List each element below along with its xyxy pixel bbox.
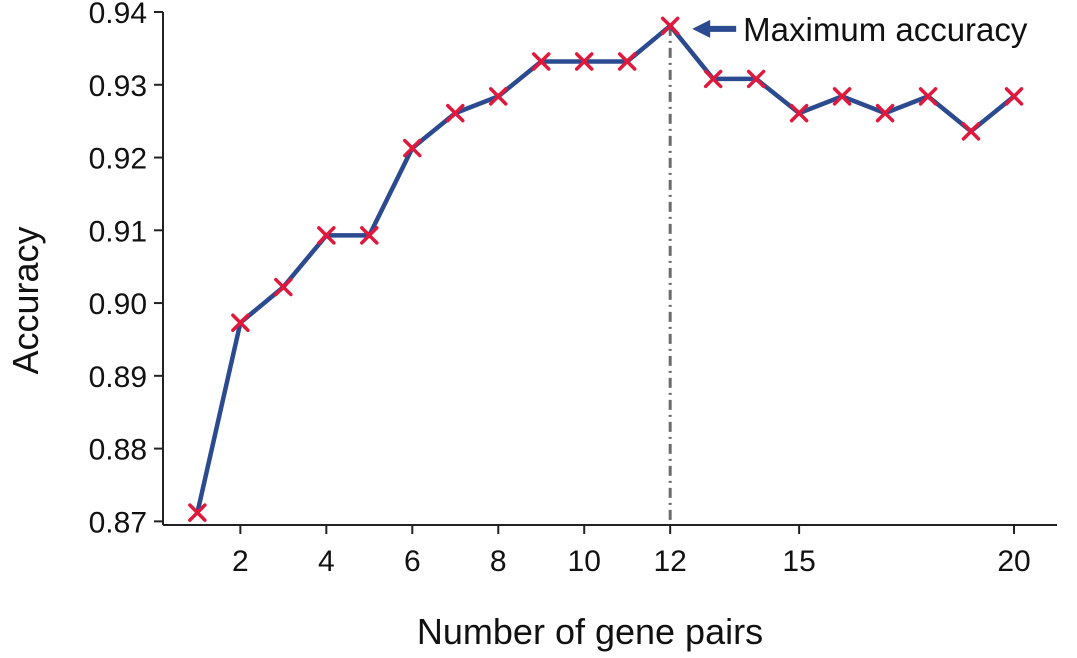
- max-accuracy-annotation: Maximum accuracy: [692, 11, 1028, 48]
- data-point-marker: [531, 52, 551, 71]
- annotation-arrow-icon: [692, 19, 737, 38]
- data-point-marker: [703, 69, 723, 89]
- y-tick-label: 0.91: [89, 215, 147, 248]
- data-point-marker: [403, 138, 422, 158]
- y-tick-label: 0.87: [89, 506, 147, 539]
- y-tick-label: 0.88: [89, 434, 147, 467]
- data-point-marker: [317, 226, 336, 245]
- data-point-marker: [446, 103, 465, 123]
- data-point-marker: [617, 52, 637, 71]
- data-point-marker: [961, 122, 981, 141]
- x-tick-label: 6: [404, 545, 421, 578]
- data-point-marker: [746, 69, 766, 89]
- x-axis-label: Number of gene pairs: [417, 611, 763, 652]
- y-axis-label: Accuracy: [5, 226, 46, 374]
- x-ticks: 2 4 6 8 10 12 15 20: [232, 525, 1031, 578]
- axes: [162, 12, 1057, 526]
- data-point-marker: [832, 87, 852, 106]
- y-tick-label: 0.89: [89, 361, 147, 394]
- x-tick-label: 8: [490, 545, 507, 578]
- x-tick-label: 4: [318, 545, 335, 578]
- data-point-marker: [274, 277, 293, 297]
- data-point-marker: [231, 313, 250, 332]
- data-point-marker: [660, 16, 680, 36]
- y-tick-label: 0.93: [89, 70, 147, 103]
- data-point-marker: [188, 503, 207, 522]
- x-tick-label: 2: [232, 545, 249, 578]
- data-point-marker: [875, 103, 895, 123]
- y-tick-label: 0.94: [89, 0, 147, 30]
- data-point-marker: [574, 52, 594, 71]
- x-tick-label: 20: [997, 545, 1030, 578]
- data-point-marker: [489, 87, 508, 106]
- accuracy-series-line: [195, 23, 1016, 514]
- data-point-marker: [1004, 87, 1024, 106]
- x-tick-label: 10: [568, 545, 601, 578]
- data-point-marker: [360, 226, 379, 245]
- annotation-label: Maximum accuracy: [743, 11, 1028, 48]
- data-point-marker: [789, 103, 809, 123]
- y-tick-label: 0.92: [89, 143, 147, 176]
- x-tick-label: 15: [782, 545, 815, 578]
- data-markers: [188, 16, 1024, 522]
- data-point-marker: [918, 87, 938, 106]
- x-tick-label: 12: [653, 545, 686, 578]
- y-tick-label: 0.90: [89, 288, 147, 321]
- y-ticks: 0.87 0.88 0.89 0.90 0.91 0.92 0.93 0.94: [89, 0, 163, 539]
